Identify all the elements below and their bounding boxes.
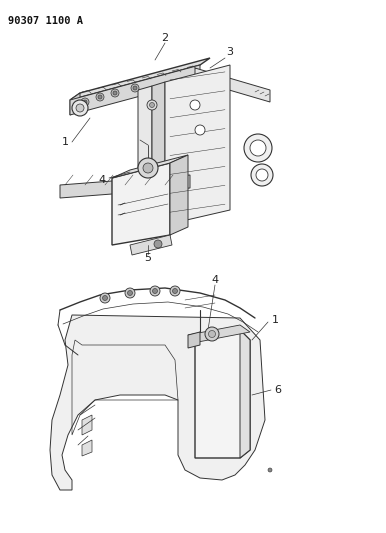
Polygon shape	[70, 65, 200, 115]
Circle shape	[149, 102, 154, 108]
Polygon shape	[112, 155, 188, 178]
Polygon shape	[188, 332, 200, 348]
Text: 4: 4	[212, 275, 218, 285]
Polygon shape	[130, 235, 172, 255]
Polygon shape	[60, 175, 190, 198]
Circle shape	[244, 134, 272, 162]
Circle shape	[268, 468, 272, 472]
Circle shape	[208, 330, 215, 337]
Text: 90307 1100 A: 90307 1100 A	[8, 16, 83, 26]
Text: 4: 4	[98, 175, 105, 185]
Circle shape	[256, 169, 268, 181]
Circle shape	[103, 295, 107, 301]
Circle shape	[190, 100, 200, 110]
Polygon shape	[195, 68, 270, 102]
Circle shape	[154, 240, 162, 248]
Circle shape	[195, 125, 205, 135]
Circle shape	[125, 288, 135, 298]
Circle shape	[81, 98, 89, 106]
Circle shape	[98, 95, 102, 99]
Circle shape	[170, 286, 180, 296]
Polygon shape	[170, 155, 188, 235]
Text: 5: 5	[144, 253, 151, 263]
Circle shape	[138, 158, 158, 178]
Circle shape	[205, 327, 219, 341]
Circle shape	[111, 89, 119, 97]
Circle shape	[133, 86, 137, 90]
Text: 1: 1	[61, 137, 68, 147]
Circle shape	[250, 140, 266, 156]
Circle shape	[96, 93, 104, 101]
Polygon shape	[82, 440, 92, 456]
Text: 1: 1	[271, 315, 279, 325]
Circle shape	[131, 84, 139, 92]
Text: 3: 3	[227, 47, 234, 57]
Circle shape	[152, 288, 157, 294]
Circle shape	[76, 104, 84, 112]
Polygon shape	[82, 415, 92, 435]
Circle shape	[173, 288, 178, 294]
Circle shape	[147, 100, 157, 110]
Polygon shape	[188, 325, 250, 342]
Circle shape	[127, 290, 132, 295]
Circle shape	[100, 293, 110, 303]
Polygon shape	[70, 58, 210, 100]
Circle shape	[83, 100, 87, 104]
Circle shape	[72, 100, 88, 116]
Circle shape	[150, 286, 160, 296]
Circle shape	[143, 163, 153, 173]
Polygon shape	[70, 93, 80, 115]
Text: 6: 6	[274, 385, 281, 395]
Polygon shape	[112, 163, 170, 245]
Polygon shape	[138, 86, 152, 198]
Polygon shape	[195, 330, 250, 458]
Text: 2: 2	[161, 33, 169, 43]
Polygon shape	[240, 330, 250, 458]
Polygon shape	[50, 315, 265, 490]
Polygon shape	[138, 190, 165, 208]
Polygon shape	[165, 65, 230, 225]
Circle shape	[251, 164, 273, 186]
Polygon shape	[152, 82, 165, 195]
Circle shape	[113, 91, 117, 95]
